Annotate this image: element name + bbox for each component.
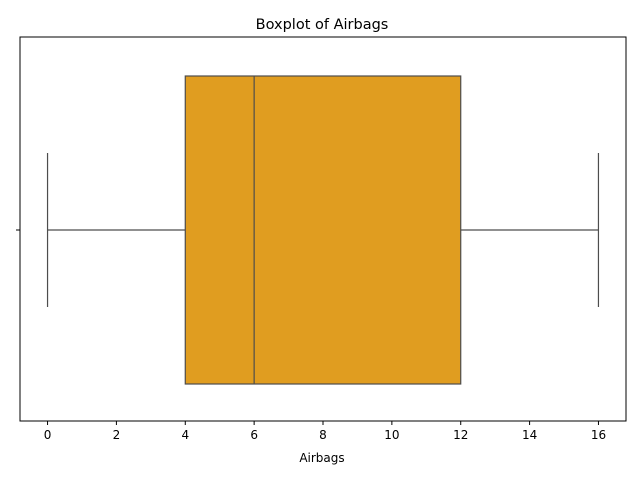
x-tick-label: 4 <box>181 428 189 442</box>
iqr-box <box>184 75 462 385</box>
x-tick-label: 16 <box>591 428 606 442</box>
x-axis-title: Airbags <box>299 451 344 465</box>
x-tick-label: 8 <box>319 428 327 442</box>
x-tick-label: 6 <box>250 428 258 442</box>
plot-area <box>46 75 600 385</box>
x-axis-ticks: 0 2 4 6 8 10 12 14 16 <box>44 421 606 442</box>
x-tick-label: 10 <box>384 428 399 442</box>
chart-title: Boxplot of Airbags <box>256 17 389 33</box>
x-tick-label: 2 <box>113 428 121 442</box>
x-tick-label: 0 <box>44 428 52 442</box>
x-tick-label: 14 <box>522 428 537 442</box>
x-tick-label: 12 <box>453 428 468 442</box>
